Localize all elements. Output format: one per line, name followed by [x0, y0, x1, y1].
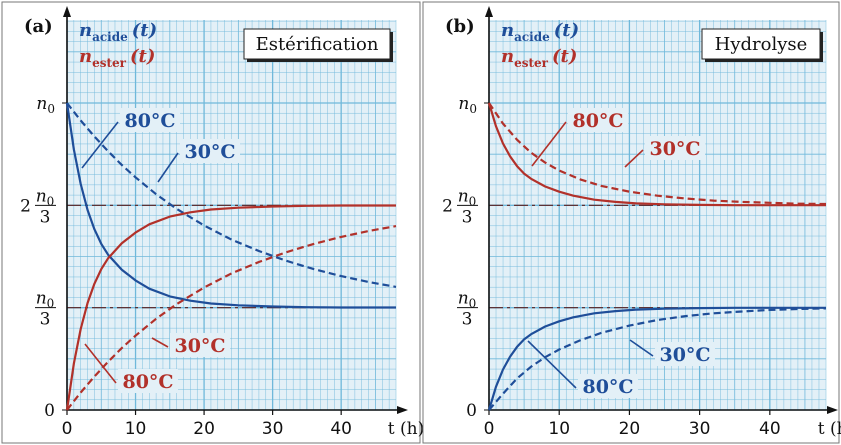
y-tick-n: n: [458, 94, 469, 114]
y-tick-n: n: [458, 186, 469, 206]
legend-entry-ester: nester (t): [501, 46, 577, 70]
legend-symbol: n: [501, 20, 514, 41]
y-tick-subscript: 0: [469, 297, 477, 311]
y-tick-label-denominator: 3: [462, 310, 473, 330]
annotation-leader: [629, 339, 654, 357]
y-tick-label-coefficient: 2: [442, 196, 453, 216]
series-acide-30c: [66, 102, 397, 288]
legend-subscript: ester: [92, 56, 127, 70]
y-tick-label-denominator: 3: [40, 310, 51, 330]
annotation-label: 30°C: [174, 335, 225, 357]
annotation-leader: [527, 340, 577, 389]
y-tick-subscript: 0: [469, 194, 477, 208]
x-tick-label: 40: [759, 419, 781, 439]
y-tick-label-n0: n0: [36, 94, 55, 116]
legend-subscript: acide: [514, 30, 550, 44]
legend-subscript: acide: [92, 30, 128, 44]
y-tick-n: n: [36, 186, 47, 206]
series-ester-30c: [66, 225, 397, 411]
x-axis-arrow: [827, 406, 838, 414]
legend-variable: (t): [130, 46, 155, 67]
x-tick-label: 10: [125, 419, 147, 439]
annotation-background: [118, 369, 178, 393]
annotation-label: 80°C: [582, 376, 633, 398]
y-tick-subscript: 0: [47, 102, 55, 116]
y-tick-subscript: 0: [47, 194, 55, 208]
y-tick-label-numerator: n0: [36, 289, 55, 311]
annotation-leader: [624, 149, 644, 168]
panel-label: (b): [445, 16, 475, 37]
annotation-label: 80°C: [124, 110, 175, 132]
series-ester-80c: [65, 204, 396, 411]
annotation-background: [120, 108, 180, 132]
y-tick-n: n: [36, 94, 47, 114]
y-tick-label-denominator: 3: [462, 207, 473, 227]
x-axis-label: t (h): [818, 419, 841, 439]
y-tick-label-n0: n0: [458, 94, 477, 116]
title-box: [701, 28, 821, 60]
annotation-background: [578, 374, 638, 398]
legend-entry-acide: nacide (t): [79, 20, 157, 44]
x-axis-arrow: [397, 406, 408, 414]
legend-variable: (t): [552, 46, 577, 67]
legend-entry-ester: nester (t): [79, 46, 155, 70]
y-tick-n: n: [458, 289, 469, 309]
legend-symbol: n: [501, 46, 514, 67]
y-tick-label-zero: 0: [466, 401, 477, 421]
x-tick-label: 40: [330, 419, 352, 439]
y-tick-subscript: 0: [47, 297, 55, 311]
annotation-label: 30°C: [659, 344, 710, 366]
x-tick-label: 20: [619, 419, 641, 439]
series-acide-80c: [65, 102, 396, 309]
legend-variable: (t): [132, 20, 157, 41]
annotation-label: 30°C: [184, 141, 235, 163]
y-tick-label-coefficient: 2: [20, 196, 31, 216]
y-tick-label-denominator: 3: [40, 207, 51, 227]
annotation-background: [568, 108, 628, 132]
annotation-label: 80°C: [122, 371, 173, 393]
y-tick-subscript: 0: [469, 102, 477, 116]
y-axis-arrow: [63, 6, 71, 17]
legend-symbol: n: [79, 20, 92, 41]
x-tick-label: 0: [62, 419, 73, 439]
chart-title: Estérification: [256, 34, 379, 55]
annotation-background: [645, 136, 705, 160]
series-ester-80c: [487, 102, 826, 207]
annotation-leader: [531, 121, 567, 167]
title-box: [243, 28, 391, 60]
annotation-leader: [81, 121, 119, 169]
grid: [66, 20, 397, 411]
legend-symbol: n: [79, 46, 92, 67]
legend-variable: (t): [554, 20, 579, 41]
y-tick-label-numerator: n0: [458, 289, 477, 311]
series-acide-80c: [487, 306, 826, 411]
x-tick-label: 20: [193, 419, 215, 439]
series-ester-30c: [488, 102, 827, 206]
annotation-label: 30°C: [649, 138, 700, 160]
annotation-background: [655, 342, 715, 366]
y-tick-label-zero: 0: [44, 401, 55, 421]
y-tick-n: n: [36, 289, 47, 309]
y-tick-label-numerator: n0: [36, 186, 55, 208]
legend-subscript: ester: [514, 56, 549, 70]
annotation-leader: [84, 343, 117, 384]
y-tick-label-numerator: n0: [458, 186, 477, 208]
annotation-background: [180, 139, 240, 163]
annotation-leader: [157, 152, 179, 183]
legend-entry-acide: nacide (t): [501, 20, 579, 44]
annotation-leader: [151, 337, 169, 348]
chart-title: Hydrolyse: [715, 34, 808, 55]
annotation-label: 80°C: [572, 110, 623, 132]
y-axis-arrow: [485, 6, 493, 17]
x-axis-label: t (h): [388, 419, 424, 439]
x-tick-label: 0: [484, 419, 495, 439]
panel-label: (a): [24, 16, 53, 37]
x-tick-label: 30: [262, 419, 284, 439]
x-tick-label: 10: [548, 419, 570, 439]
annotation-background: [170, 333, 230, 357]
x-tick-label: 30: [689, 419, 711, 439]
